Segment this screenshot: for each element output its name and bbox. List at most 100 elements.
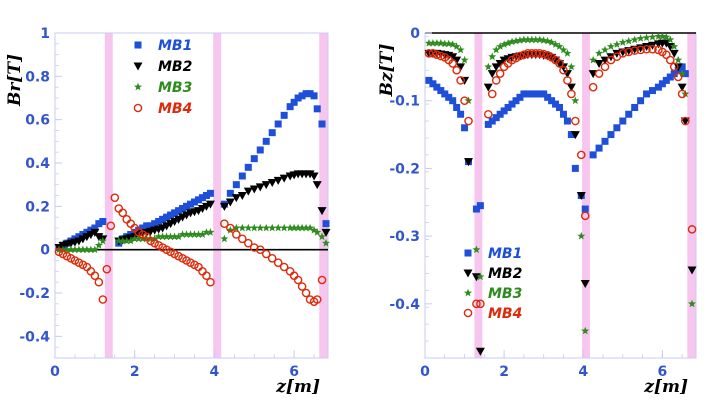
- point-mb1: [268, 129, 276, 137]
- point-mb4: [495, 69, 505, 78]
- y-tick-label: 0.8: [25, 69, 50, 85]
- point-mb4: [487, 89, 497, 99]
- point-mb2: [680, 117, 690, 126]
- point-mb4: [293, 275, 303, 285]
- point-mb1: [678, 63, 686, 71]
- x-tick-label: 2: [499, 364, 509, 380]
- bz-chart-panel: -0.4 -0.3 -0.2 -0.1 0 0 2 4 6 Bz[T] z[m] MB1 MB2 MB3 M…: [377, 26, 697, 397]
- point-mb4: [126, 219, 136, 228]
- point-mb1: [294, 94, 302, 102]
- point-mb3: [198, 230, 207, 238]
- point-mb1: [232, 181, 240, 189]
- point-mb2: [279, 174, 289, 183]
- point-mb3: [452, 42, 461, 50]
- point-mb1: [190, 198, 198, 206]
- point-mb3: [202, 228, 211, 236]
- point-mb3: [500, 40, 509, 48]
- point-mb3: [134, 234, 143, 243]
- point-mb2: [273, 176, 283, 185]
- point-mb3: [688, 299, 696, 308]
- point-mb1: [595, 144, 603, 152]
- point-mb1: [437, 87, 445, 95]
- br-chart-panel: -0.4 -0.2 0 0.2 0.4 0.6 0.8 1 0 2 4 6 Br[T] z[m] MB1 MB…: [5, 26, 331, 397]
- point-mb2: [312, 181, 322, 190]
- point-mb3: [158, 232, 167, 241]
- point-mb1: [429, 80, 437, 88]
- point-mb4: [600, 62, 610, 72]
- point-mb1: [187, 200, 195, 208]
- point-mb3: [70, 245, 79, 254]
- point-mb1: [492, 114, 500, 122]
- point-mb1: [504, 103, 512, 111]
- point-mb3: [662, 32, 671, 41]
- point-mb3: [66, 245, 75, 254]
- point-mb2: [687, 266, 697, 275]
- point-mb3: [496, 42, 505, 50]
- point-mb2: [237, 192, 247, 200]
- legend-label-mb2: MB2: [488, 266, 522, 282]
- point-mb1: [601, 137, 609, 145]
- point-mb1: [286, 103, 294, 111]
- point-mb3: [440, 39, 449, 48]
- point-mb1: [313, 105, 321, 113]
- point-mb4: [681, 116, 690, 126]
- point-mb4: [285, 267, 295, 276]
- point-mb4: [273, 258, 283, 267]
- point-mb3: [508, 37, 516, 46]
- point-mb2: [558, 63, 568, 72]
- point-mb3: [516, 36, 524, 44]
- point-mb3: [298, 223, 307, 232]
- y-tick-label: -0.2: [19, 286, 50, 302]
- point-mb2: [249, 185, 259, 194]
- point-mb4: [432, 50, 442, 59]
- point-mb1: [520, 90, 528, 98]
- point-mb2: [90, 228, 100, 237]
- point-mb2: [261, 181, 271, 190]
- point-mb1: [666, 73, 674, 81]
- point-mb3: [563, 49, 572, 57]
- point-mb3: [488, 52, 497, 61]
- point-mb1: [198, 194, 206, 202]
- legend-marker-mb1: [464, 249, 472, 257]
- point-mb3: [547, 38, 556, 46]
- point-mb3: [256, 223, 265, 232]
- point-mb4: [515, 51, 525, 61]
- legend-label-mb1: MB1: [158, 38, 192, 54]
- point-mb4: [662, 50, 671, 59]
- point-mb3: [512, 36, 520, 45]
- x-tick-label: 0: [420, 364, 430, 380]
- point-mb2: [317, 207, 327, 216]
- point-mb4: [571, 116, 580, 126]
- point-mb2: [452, 56, 462, 65]
- y-tick-label: -0.2: [389, 161, 420, 177]
- point-mb1: [99, 218, 107, 225]
- point-mb4: [559, 65, 568, 75]
- point-mb1: [226, 189, 234, 197]
- point-mb1: [445, 93, 453, 101]
- point-mb3: [571, 96, 580, 105]
- point-mb1: [637, 97, 645, 105]
- point-mb1: [83, 228, 91, 236]
- point-mb1: [310, 92, 318, 100]
- point-mb3: [170, 232, 179, 241]
- point-mb1: [143, 222, 151, 230]
- point-mb3: [220, 234, 229, 243]
- point-mb1: [648, 87, 656, 95]
- point-mb3: [90, 245, 99, 254]
- point-mb4: [220, 219, 229, 228]
- point-mb3: [460, 55, 469, 64]
- point-mb3: [194, 230, 203, 238]
- point-mb4: [472, 299, 481, 309]
- point-mb4: [491, 76, 501, 85]
- x-axis-title: z[m]: [643, 377, 688, 397]
- legend-marker-mb1: [134, 41, 142, 49]
- point-mb3: [290, 223, 299, 232]
- point-mb4: [243, 238, 253, 248]
- x-axis-title: z[m]: [275, 377, 320, 397]
- point-mb2: [94, 233, 104, 242]
- point-mb1: [179, 205, 187, 212]
- point-mb1: [472, 205, 480, 213]
- point-mb4: [588, 82, 598, 92]
- point-mb1: [654, 83, 662, 91]
- point-mb3: [612, 40, 621, 48]
